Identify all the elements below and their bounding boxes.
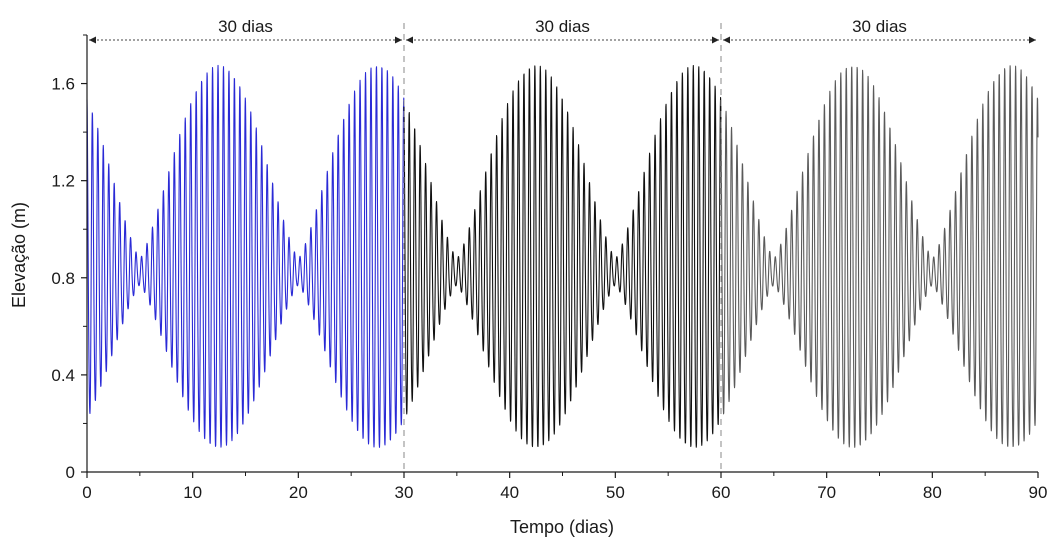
period-arrow-2	[406, 36, 719, 44]
series-line-1	[86, 64, 405, 448]
period-dividers	[403, 23, 722, 472]
series-line-3	[720, 65, 1039, 448]
x-ticks: 0 10 20 30 40 50 60 70 80 90	[82, 472, 1047, 502]
period-label-3: 30 dias	[852, 17, 907, 36]
y-tick-label: 1.2	[51, 172, 75, 191]
x-tick-label: 30	[395, 483, 414, 502]
x-axis-label: Tempo (dias)	[510, 517, 614, 537]
x-tick-label: 90	[1029, 483, 1048, 502]
period-arrows: 30 dias 30 dias 30 dias	[89, 17, 1036, 44]
x-axis: 0 10 20 30 40 50 60 70 80 90	[82, 471, 1047, 502]
x-tick-label: 40	[500, 483, 519, 502]
x-tick-label: 50	[606, 483, 625, 502]
y-axis-label: Elevação (m)	[9, 202, 29, 308]
y-tick-label: 0.8	[51, 269, 75, 288]
x-tick-label: 10	[183, 483, 202, 502]
period-arrow-1	[89, 36, 402, 44]
x-tick-label: 70	[817, 483, 836, 502]
y-tick-label: 0	[66, 463, 75, 482]
x-tick-label: 0	[82, 483, 91, 502]
x-tick-label: 20	[289, 483, 308, 502]
y-tick-label: 0.4	[51, 366, 75, 385]
plot-series	[86, 64, 1039, 448]
period-label-1: 30 dias	[218, 17, 273, 36]
period-arrow-3	[723, 36, 1036, 44]
series-line-2	[403, 65, 722, 448]
y-tick-label: 1.6	[51, 75, 75, 94]
x-tick-label: 60	[712, 483, 731, 502]
y-axis: 0 0.4 0.8 1.2 1.6	[51, 34, 88, 482]
y-ticks: 0 0.4 0.8 1.2 1.6	[51, 34, 87, 482]
x-tick-label: 80	[923, 483, 942, 502]
period-label-2: 30 dias	[535, 17, 590, 36]
